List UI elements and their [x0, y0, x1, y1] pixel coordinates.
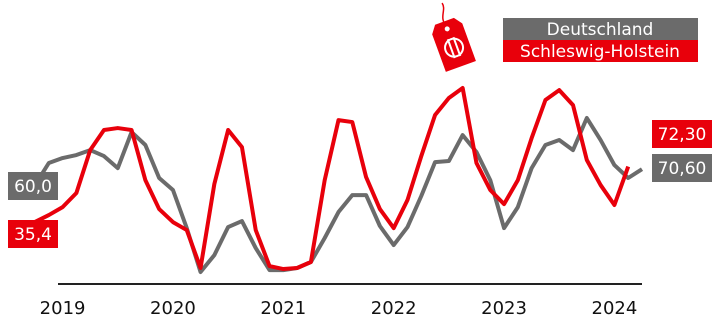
line: [33, 116, 644, 275]
legend-label: Schleswig-Holstein: [520, 42, 680, 62]
value-label: 72,30: [658, 125, 707, 145]
x-tick-label: 2023: [481, 298, 527, 319]
value-label: 35,4: [14, 225, 52, 245]
price-tag-icon: [432, 2, 476, 72]
value-label-box: [8, 172, 58, 200]
value-label: 70,60: [658, 159, 707, 179]
legend-box: [503, 18, 698, 40]
value-label: 60,0: [14, 177, 52, 197]
x-tick-label: 2020: [150, 298, 196, 319]
x-tick-label: 2019: [40, 298, 86, 319]
line: [34, 86, 631, 272]
value-label-box: [8, 220, 58, 248]
legend-label: Deutschland: [547, 20, 654, 40]
legend-box: [503, 40, 698, 62]
x-tick-label: 2021: [260, 298, 306, 319]
value-label-box: [652, 120, 712, 148]
x-tick-label: 2022: [371, 298, 417, 319]
x-tick-label: 2024: [592, 298, 638, 319]
value-label-box: [652, 154, 712, 182]
